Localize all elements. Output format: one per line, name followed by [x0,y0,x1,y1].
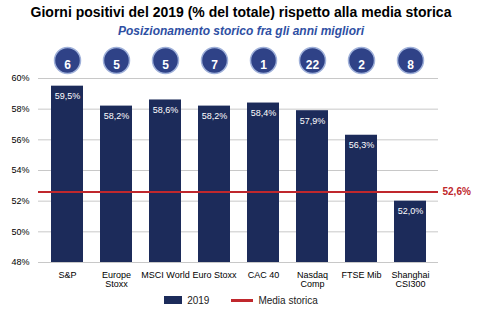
svg-text:59,5%: 59,5% [55,91,81,101]
svg-text:5: 5 [162,58,169,72]
svg-text:22: 22 [306,58,320,72]
html-text:Giorni positivi del 2019 (% de: Giorni positivi del 2019 (% del totale) … [30,4,452,20]
svg-text:7: 7 [211,58,218,72]
svg-text:2: 2 [358,58,365,72]
svg-text:5: 5 [113,58,120,72]
svg-text:60%: 60% [11,73,29,83]
svg-text:52,0%: 52,0% [398,206,424,216]
svg-text:S&P: S&P [58,270,76,280]
svg-text:58%: 58% [11,104,29,114]
svg-text:58,2%: 58,2% [202,111,228,121]
svg-text:MSCI World: MSCI World [141,270,189,280]
html-text:Posizionamento storico fra gli: Posizionamento storico fra gli anni migl… [118,24,364,38]
svg-text:58,2%: 58,2% [104,111,130,121]
svg-text:1: 1 [260,58,267,72]
svg-text:8: 8 [407,58,414,72]
svg-text:52%: 52% [11,196,29,206]
svg-text:57,9%: 57,9% [300,116,326,126]
svg-text:52,6%: 52,6% [443,186,471,197]
svg-text:CAC 40: CAC 40 [248,270,280,280]
html-text:2019: 2019 [187,294,210,306]
svg-text:56%: 56% [11,135,29,145]
svg-text:48%: 48% [11,257,29,267]
svg-text:58,4%: 58,4% [251,108,277,118]
svg-text:56,3%: 56,3% [349,140,375,150]
svg-text:54%: 54% [11,165,29,175]
svg-text:ShanghaiCSI300: ShanghaiCSI300 [391,270,429,289]
svg-text:EuropeStoxx: EuropeStoxx [102,270,131,289]
svg-text:6: 6 [64,58,71,72]
html-text:Media storica: Media storica [258,294,318,306]
svg-text:58,6%: 58,6% [153,105,179,115]
svg-text:50%: 50% [11,227,29,237]
svg-text:NasdaqComp: NasdaqComp [297,270,328,289]
svg-text:FTSE Mib: FTSE Mib [341,270,381,280]
svg-text:Euro Stoxx: Euro Stoxx [192,270,237,280]
